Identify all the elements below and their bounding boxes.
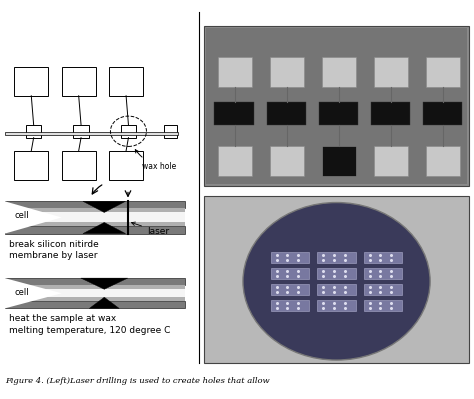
Bar (73, 125, 89, 138)
Bar (364, 300, 402, 311)
Bar (26, 125, 41, 138)
Bar (317, 268, 356, 279)
Text: cell: cell (14, 288, 29, 296)
Bar (364, 284, 402, 295)
Polygon shape (83, 223, 126, 234)
Bar (270, 57, 304, 87)
Bar (214, 103, 254, 125)
Text: heat the sample at wax
melting temperature, 120 degree C: heat the sample at wax melting temperatu… (9, 314, 171, 335)
Bar (426, 57, 460, 87)
Bar (371, 103, 410, 125)
Bar (14, 151, 48, 180)
Bar (5, 208, 185, 212)
Polygon shape (89, 297, 119, 308)
Text: laser: laser (131, 222, 169, 236)
Bar (271, 300, 310, 311)
Bar (5, 278, 185, 285)
Bar (374, 146, 408, 176)
Bar (317, 284, 356, 295)
Bar (266, 103, 306, 125)
Bar (204, 196, 469, 363)
Bar (218, 146, 252, 176)
Bar (204, 26, 469, 186)
Bar (426, 146, 460, 176)
Text: break silicon nitirde
membrane by laser: break silicon nitirde membrane by laser (9, 239, 99, 261)
Bar (206, 28, 467, 184)
Circle shape (243, 203, 430, 360)
Text: cell: cell (14, 211, 29, 220)
Polygon shape (83, 201, 126, 212)
Text: wax hole: wax hole (135, 150, 176, 171)
Bar (218, 57, 252, 87)
Bar (109, 151, 143, 180)
Bar (62, 151, 96, 180)
Polygon shape (5, 278, 62, 308)
Bar (5, 297, 185, 301)
Text: Figure 4. (Left)Laser drilling is used to create holes that allow: Figure 4. (Left)Laser drilling is used t… (5, 377, 269, 385)
Bar (271, 284, 310, 295)
Bar (374, 57, 408, 87)
Bar (5, 289, 185, 297)
Bar (164, 125, 177, 138)
Bar (317, 252, 356, 263)
Bar (319, 103, 358, 125)
Bar (364, 252, 402, 263)
Bar (121, 125, 136, 138)
Bar (14, 67, 48, 96)
Bar (423, 103, 462, 125)
Bar (364, 268, 402, 279)
Bar (322, 146, 356, 176)
Bar (317, 300, 356, 311)
Polygon shape (81, 278, 128, 289)
Polygon shape (5, 201, 62, 234)
Bar (271, 252, 310, 263)
Bar (270, 146, 304, 176)
Bar (5, 201, 185, 208)
Bar (109, 67, 143, 96)
Bar (62, 67, 96, 96)
Bar (5, 212, 185, 223)
Bar (5, 285, 185, 289)
Bar (5, 223, 185, 227)
Bar (5, 227, 185, 234)
Bar (5, 132, 178, 135)
Bar (322, 57, 356, 87)
Bar (271, 268, 310, 279)
Bar (5, 301, 185, 308)
